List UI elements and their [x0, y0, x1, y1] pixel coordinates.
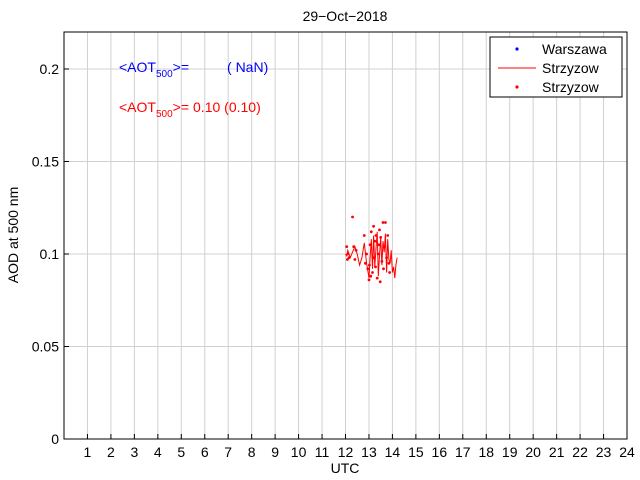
y-tick-label: 0	[51, 431, 59, 447]
grid-lines	[64, 32, 628, 439]
x-tick-label: 23	[596, 444, 612, 460]
data-point	[372, 224, 375, 228]
data-point	[377, 243, 381, 247]
x-tick-label: 15	[408, 444, 424, 460]
data-point	[369, 230, 373, 234]
x-axis-ticks: 1 2 3 4 5 6 7 8 9 10 11 12 13 14 15 16 17 18 19 20 21 22 23 24	[84, 434, 635, 460]
legend-label: Warszawa	[542, 41, 607, 57]
data-point	[374, 234, 378, 237]
data-point	[374, 265, 377, 269]
x-tick-label: 4	[154, 444, 162, 460]
chart-title: 29−Oct−2018	[303, 8, 388, 24]
data-point	[382, 245, 386, 249]
data-point	[346, 258, 349, 261]
x-tick-label: 6	[201, 444, 209, 460]
data-point	[347, 256, 351, 260]
x-tick-label: 5	[177, 444, 185, 460]
data-point	[381, 221, 385, 224]
legend: Warszawa Strzyzow Strzyzow	[489, 36, 623, 98]
y-tick-label: 0.15	[32, 154, 59, 170]
data-point	[384, 221, 387, 224]
data-point	[352, 245, 356, 249]
x-tick-label: 2	[107, 444, 115, 460]
y-tick-label: 0.05	[32, 339, 59, 355]
legend-label: Strzyzow	[542, 60, 600, 76]
x-tick-label: 17	[455, 444, 471, 460]
x-tick-label: 21	[549, 444, 565, 460]
x-tick-label: 11	[315, 444, 330, 460]
aot-annotation-1: <AOT500>= 0.10 (0.10)	[119, 99, 261, 120]
aot-annotations: <AOT500>=( NaN) <AOT500>= 0.10 (0.10)	[119, 59, 268, 120]
data-point	[353, 258, 357, 261]
x-tick-label: 1	[84, 444, 92, 460]
data-point	[378, 228, 381, 232]
y-tick-label: 0.2	[40, 61, 60, 77]
x-tick-label: 3	[130, 444, 138, 460]
data-point	[372, 256, 376, 260]
data-point	[368, 243, 372, 247]
x-axis-label: UTC	[331, 460, 360, 476]
y-axis-ticks: 0 0.05 0.1 0.15 0.2	[32, 61, 69, 447]
series-line-1	[345, 231, 398, 279]
data-point	[378, 280, 382, 284]
data-point	[388, 271, 391, 274]
x-tick-label: 7	[224, 444, 232, 460]
x-tick-label: 18	[478, 444, 494, 460]
y-axis-label: AOD at 500 nm	[5, 187, 21, 284]
data-point	[386, 234, 390, 237]
data-point	[376, 252, 380, 256]
legend-marker-dot	[515, 85, 519, 89]
legend-box	[489, 36, 623, 98]
data-point	[380, 260, 384, 263]
x-tick-label: 20	[525, 444, 541, 460]
x-tick-label: 14	[385, 444, 401, 460]
data-point	[365, 252, 368, 256]
data-point	[351, 215, 354, 219]
x-tick-label: 19	[502, 444, 518, 460]
data-point	[371, 271, 374, 274]
x-tick-label: 24	[619, 444, 635, 460]
x-tick-label: 8	[248, 444, 256, 460]
x-tick-label: 10	[291, 444, 307, 460]
x-tick-label: 9	[271, 444, 279, 460]
data-point	[345, 245, 349, 249]
data-point	[362, 234, 366, 237]
data-series	[345, 215, 398, 284]
x-tick-label: 13	[361, 444, 377, 460]
data-point	[367, 278, 371, 282]
data-point	[364, 261, 367, 265]
x-tick-label: 12	[338, 444, 354, 460]
data-point	[368, 263, 371, 267]
x-tick-label: 22	[572, 444, 588, 460]
x-tick-label: 16	[432, 444, 448, 460]
data-point	[375, 276, 379, 280]
data-point	[379, 236, 383, 239]
data-point	[373, 239, 377, 243]
legend-marker-dot	[515, 47, 519, 51]
data-point	[346, 252, 350, 256]
data-point	[366, 267, 370, 271]
data-point	[385, 256, 388, 260]
data-point	[387, 261, 391, 265]
data-point	[382, 267, 385, 271]
data-point	[369, 274, 373, 278]
y-tick-label: 0.1	[40, 246, 60, 262]
aot-annotation-0: <AOT500>=( NaN)	[119, 59, 268, 80]
legend-label: Strzyzow	[542, 79, 600, 95]
data-point	[354, 248, 358, 252]
